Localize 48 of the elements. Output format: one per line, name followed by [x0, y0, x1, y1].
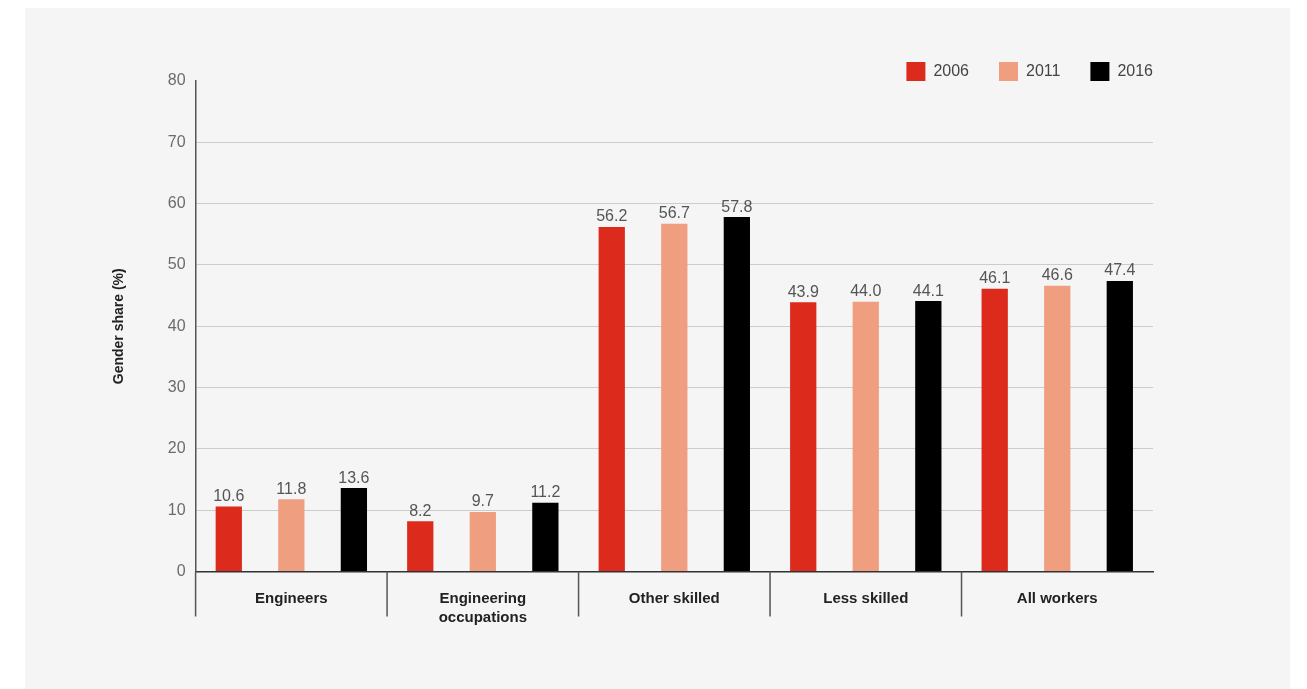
y-tick-label: 40: [167, 316, 186, 334]
y-tick-label: 70: [167, 132, 186, 150]
bar: [790, 302, 817, 571]
legend-label: 2006: [933, 61, 970, 79]
x-tick-label: Engineering occupations: [438, 589, 527, 625]
legend-label: 2011: [1026, 61, 1061, 79]
data-label: 8.2: [409, 501, 432, 519]
data-label: 46.6: [1041, 266, 1073, 284]
y-tick-label: 80: [167, 71, 186, 89]
bar: [981, 288, 1008, 571]
bar: [598, 226, 625, 571]
bar: [278, 499, 305, 571]
y-axis-title: Gender share (%): [110, 268, 127, 385]
bar: [340, 488, 368, 571]
data-label: 44.0: [850, 282, 882, 300]
data-label: 56.2: [596, 207, 628, 225]
bar: [1106, 280, 1133, 571]
x-tick-label: All workers: [1016, 589, 1098, 607]
data-label: 13.6: [338, 468, 370, 486]
data-label: 43.9: [787, 282, 819, 300]
data-label: 46.1: [979, 269, 1011, 287]
y-tick-label: 60: [167, 194, 186, 212]
data-label: 11.2: [530, 483, 561, 501]
bar: [469, 512, 496, 571]
data-label: 10.6: [213, 486, 245, 504]
y-tick-label: 20: [167, 439, 186, 457]
bar: [532, 502, 559, 571]
x-tick-label: Less skilled: [823, 589, 909, 607]
y-tick-label: 10: [167, 500, 186, 518]
data-label: 11.8: [276, 479, 307, 497]
data-label: 9.7: [471, 492, 495, 510]
y-tick-label: 30: [167, 377, 186, 395]
bar: [661, 223, 688, 571]
y-tick-label: 50: [167, 255, 186, 273]
bar: [723, 217, 750, 571]
y-tick-label: 0: [176, 561, 186, 579]
bar: [915, 301, 942, 571]
bar: [215, 506, 242, 571]
bar: [407, 521, 434, 571]
data-label: 56.7: [658, 204, 690, 222]
bar: [1044, 285, 1071, 571]
data-label: 44.1: [912, 281, 944, 299]
bar: [852, 301, 879, 571]
data-label: 47.4: [1104, 261, 1136, 279]
x-tick-label: Engineers: [255, 589, 328, 607]
data-label: 57.8: [721, 197, 753, 215]
x-tick-label: Other skilled: [628, 589, 720, 607]
legend-label: 2016: [1117, 61, 1154, 79]
